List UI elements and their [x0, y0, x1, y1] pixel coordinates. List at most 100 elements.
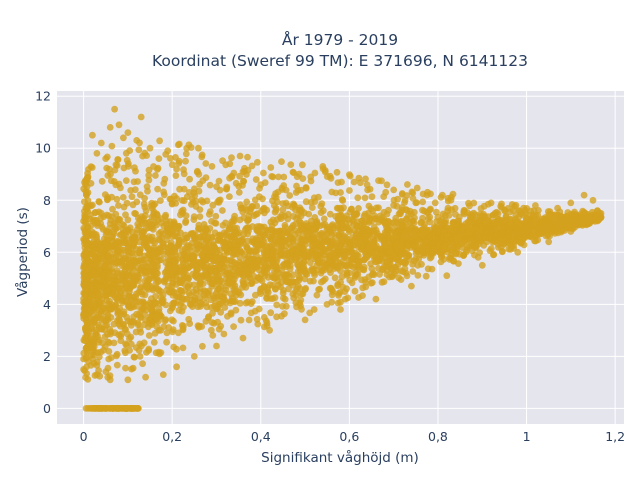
data-point — [286, 262, 294, 269]
data-point — [228, 173, 236, 181]
data-point — [383, 181, 391, 189]
data-point — [92, 247, 100, 255]
y-tick-label: 6 — [43, 245, 51, 260]
data-point — [344, 216, 352, 223]
data-point — [205, 239, 213, 247]
data-point — [164, 282, 172, 290]
data-point — [355, 174, 363, 182]
data-point — [168, 200, 176, 208]
data-point — [109, 205, 116, 213]
data-point — [178, 207, 186, 215]
data-point — [145, 176, 153, 184]
data-point — [182, 217, 190, 225]
data-point — [183, 193, 191, 201]
data-point — [279, 303, 286, 310]
data-point — [485, 217, 493, 225]
data-point — [151, 253, 158, 261]
data-point — [213, 342, 220, 350]
data-point — [372, 226, 380, 234]
data-point — [283, 249, 291, 257]
data-point — [520, 224, 528, 232]
data-point — [353, 211, 360, 219]
data-point — [125, 240, 133, 248]
data-point — [287, 161, 295, 169]
data-point — [333, 222, 341, 230]
data-point — [160, 323, 168, 331]
data-point — [224, 244, 231, 252]
data-point — [542, 221, 550, 229]
data-point — [105, 300, 112, 308]
data-point — [342, 233, 349, 241]
data-point — [114, 223, 121, 231]
data-point — [567, 199, 575, 207]
data-point — [318, 229, 326, 237]
data-point — [352, 234, 360, 242]
data-point — [195, 170, 203, 178]
data-point — [98, 177, 106, 185]
tick-labels: 0 0,2 0,4 0,6 0,8 1 1,2 0 2 4 6 8 10 12 — [35, 89, 625, 444]
data-point — [554, 204, 561, 212]
data-point — [334, 280, 342, 288]
data-point — [111, 105, 118, 113]
data-point — [308, 204, 316, 212]
data-point — [95, 208, 103, 216]
data-point — [419, 214, 426, 222]
data-point — [428, 265, 436, 273]
data-point — [162, 268, 170, 275]
data-point — [409, 268, 417, 275]
data-point — [296, 204, 304, 212]
data-point — [124, 248, 132, 256]
data-point — [170, 267, 178, 275]
data-point — [306, 309, 314, 317]
data-point — [180, 170, 188, 178]
data-point — [363, 181, 371, 189]
data-point — [514, 248, 522, 256]
data-point — [530, 211, 538, 219]
data-point — [239, 279, 247, 287]
data-point — [304, 222, 312, 230]
data-point — [93, 326, 100, 334]
data-point — [113, 350, 121, 358]
data-point — [528, 233, 535, 241]
x-axis-title: Signifikant våghöjd (m) — [261, 449, 419, 466]
data-point — [177, 251, 184, 259]
data-point — [272, 285, 279, 293]
data-point — [192, 285, 200, 293]
data-point — [164, 147, 172, 155]
data-point — [392, 255, 400, 263]
data-point — [248, 280, 256, 287]
data-point — [271, 294, 279, 302]
data-point — [328, 262, 336, 270]
data-point — [297, 296, 305, 304]
data-point — [289, 213, 297, 220]
data-point — [132, 257, 139, 265]
data-point — [466, 202, 473, 210]
data-point — [209, 280, 216, 287]
data-point — [248, 266, 256, 274]
data-point — [196, 225, 204, 233]
data-point — [284, 271, 292, 278]
data-point — [372, 295, 380, 303]
data-point — [214, 318, 222, 326]
data-point — [194, 303, 202, 311]
data-point — [364, 252, 371, 260]
data-point — [370, 242, 378, 250]
data-point — [81, 248, 89, 256]
data-point — [301, 275, 309, 283]
data-point — [589, 196, 597, 204]
data-point — [239, 235, 246, 243]
data-point — [81, 179, 88, 186]
data-point — [213, 274, 220, 282]
data-point — [179, 344, 187, 352]
data-point — [465, 220, 472, 228]
data-point — [147, 222, 155, 230]
data-points — [80, 105, 605, 412]
data-point — [123, 271, 131, 279]
data-point — [127, 340, 135, 348]
data-point — [92, 297, 100, 305]
y-tick-label: 10 — [35, 141, 51, 156]
data-point — [221, 304, 229, 311]
data-point — [168, 161, 176, 169]
data-point — [112, 302, 119, 310]
data-point — [199, 198, 207, 206]
